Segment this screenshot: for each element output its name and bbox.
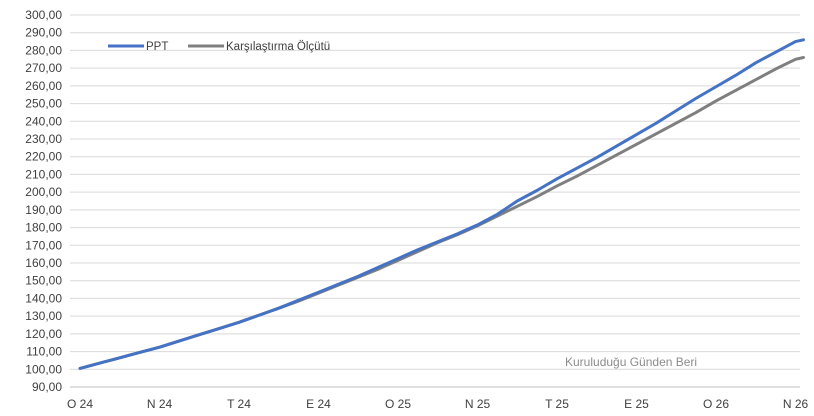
annotation-label: Kuruluduğu Günden Beri [565, 355, 697, 369]
x-tick-label: N 25 [465, 397, 491, 411]
grid-layer [70, 14, 800, 388]
x-tick-label: T 24 [227, 397, 251, 411]
y-tick-label: 270,00 [25, 61, 62, 75]
x-tick-label: N 24 [147, 397, 173, 411]
y-tick-label: 290,00 [25, 26, 62, 40]
y-tick-label: 230,00 [25, 132, 62, 146]
y-tick-label: 200,00 [25, 185, 62, 199]
x-tick-label: O 24 [67, 397, 93, 411]
y-tick-label: 220,00 [25, 150, 62, 164]
y-tick-label: 130,00 [25, 309, 62, 323]
y-tick-label: 180,00 [25, 221, 62, 235]
x-tick-label: N 26 [783, 397, 809, 411]
x-axis: O 24 N 24 T 24 E 24 O 25 N 25 T 25 E 25 O 26 N 26 [67, 397, 809, 411]
legend-label: PPT [146, 41, 168, 53]
y-tick-label: 260,00 [25, 79, 62, 93]
y-tick-label: 300,00 [25, 8, 62, 22]
series-line-ppt [78, 38, 805, 370]
series-layer [78, 38, 805, 370]
x-tick-label: T 25 [545, 397, 569, 411]
x-tick-label: O 26 [703, 397, 729, 411]
y-tick-label: 160,00 [25, 256, 62, 270]
series-line-benchmark [78, 56, 805, 370]
legend: PPT Karşılaştırma Ölçütü [108, 41, 330, 53]
y-tick-label: 240,00 [25, 114, 62, 128]
y-tick-label: 170,00 [25, 238, 62, 252]
y-tick-label: 110,00 [26, 345, 62, 359]
y-tick-label: 120,00 [25, 327, 62, 341]
y-tick-label: 140,00 [25, 291, 62, 305]
y-tick-label: 90,00 [32, 380, 62, 394]
y-tick-label: 210,00 [25, 167, 62, 181]
y-tick-label: 280,00 [25, 43, 62, 57]
y-tick-label: 150,00 [25, 274, 62, 288]
y-tick-label: 250,00 [25, 97, 62, 111]
x-tick-label: O 25 [385, 397, 411, 411]
y-tick-label: 190,00 [25, 203, 62, 217]
y-tick-label: 100,00 [25, 362, 62, 376]
x-tick-label: E 24 [306, 397, 331, 411]
x-tick-label: E 25 [624, 397, 649, 411]
y-axis: 90,00 100,00 110,00 120,00 130,00 140,00 150,0… [25, 8, 62, 394]
legend-label: Karşılaştırma Ölçütü [226, 41, 330, 53]
